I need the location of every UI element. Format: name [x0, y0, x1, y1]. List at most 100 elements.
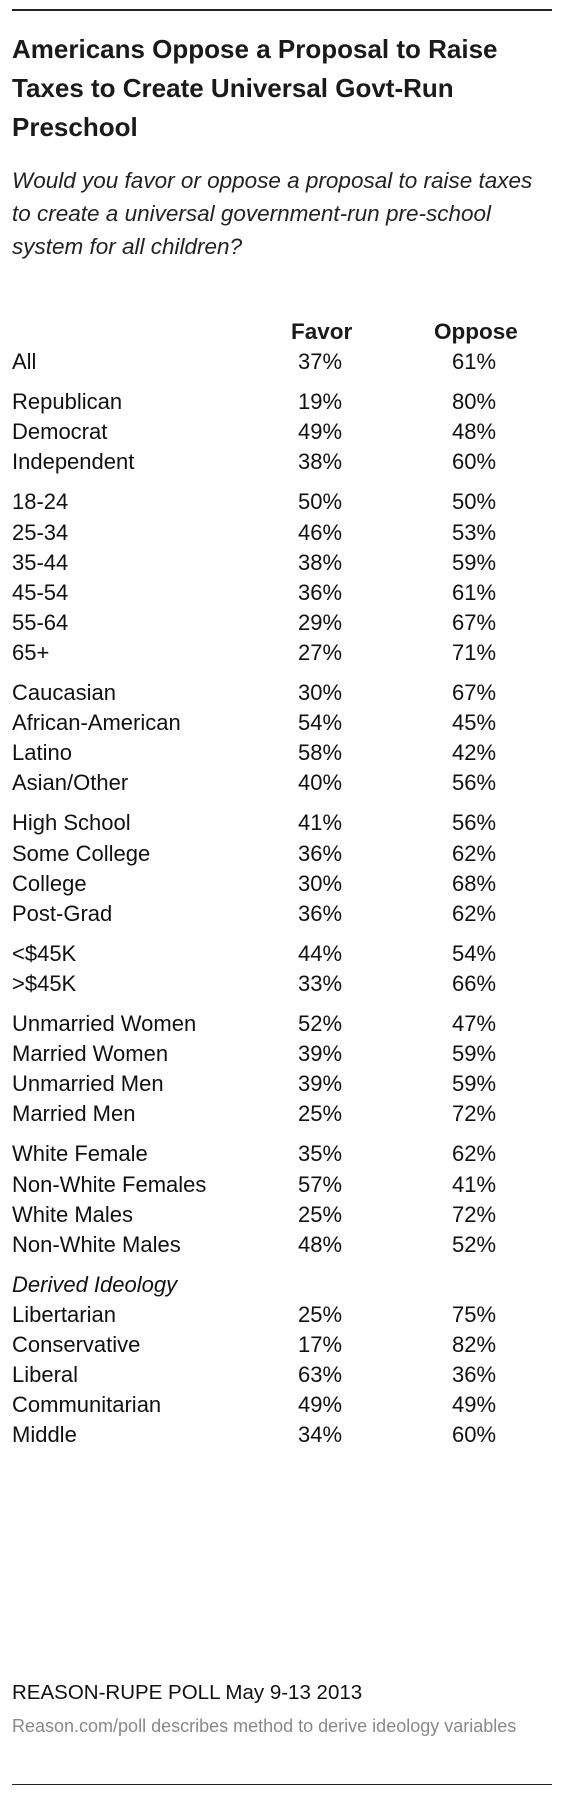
row-label: Democrat — [12, 419, 108, 445]
oppose-value: 53% — [452, 519, 497, 545]
table-row: Married Men 25% 72% — [0, 1098, 561, 1130]
oppose-value: 45% — [452, 710, 497, 736]
row-label: Libertarian — [12, 1301, 116, 1327]
row-label: Liberal — [12, 1362, 79, 1388]
table-row: Married Women 39% 59% — [0, 1038, 561, 1070]
table-row: Middle 34% 60% — [0, 1419, 561, 1451]
favor-value: 49% — [298, 419, 343, 445]
oppose-value: 49% — [452, 1392, 497, 1418]
table-row: Some College 36% 62% — [0, 838, 561, 870]
oppose-value: 75% — [452, 1301, 497, 1327]
favor-value: 33% — [298, 970, 343, 996]
table-row: 35-44 38% 59% — [0, 547, 561, 579]
table-row: Unmarried Men 39% 59% — [0, 1068, 561, 1100]
poll-table-body: All 37% 61% Republican 19% 80% Democrat 49% 48% I… — [0, 349, 561, 1451]
favor-value: 27% — [298, 639, 343, 665]
oppose-value: 60% — [452, 449, 497, 475]
row-label: 25-34 — [12, 519, 69, 545]
row-label: <$45K — [12, 940, 77, 966]
favor-value: 63% — [298, 1362, 343, 1388]
table-row: 65+ 27% 71% — [0, 637, 561, 669]
oppose-value: 50% — [452, 489, 497, 515]
methodology-note: Reason.com/poll describes method to deri… — [12, 1716, 517, 1736]
row-label: Independent — [12, 449, 135, 475]
oppose-value: 59% — [452, 1041, 497, 1067]
table-row: Democrat 49% 48% — [0, 416, 561, 448]
table-row: Caucasian 30% 67% — [0, 677, 561, 709]
favor-value: 57% — [298, 1171, 343, 1197]
oppose-value: 47% — [452, 1011, 497, 1036]
oppose-value: 56% — [452, 810, 497, 836]
row-label: All — [12, 349, 37, 374]
source-line: REASON-RUPE POLL May 9-13 2013 — [12, 1681, 363, 1704]
table-row: White Males 25% 72% — [0, 1199, 561, 1231]
table-row: Non-White Males 48% 52% — [0, 1229, 561, 1261]
row-label: Married Men — [12, 1101, 136, 1127]
oppose-value: 80% — [452, 389, 497, 415]
favor-value: 49% — [298, 1392, 343, 1418]
favor-value: 41% — [298, 810, 343, 836]
oppose-value: 72% — [452, 1201, 497, 1227]
favor-value: 29% — [298, 609, 343, 635]
table-row: Non-White Females 57% 41% — [0, 1169, 561, 1201]
oppose-value: 59% — [452, 549, 497, 575]
favor-value: 30% — [298, 680, 343, 705]
row-label: 65+ — [12, 639, 50, 665]
table-row: Republican 19% 80% — [0, 386, 561, 418]
oppose-value: 56% — [452, 770, 497, 796]
oppose-value: 62% — [452, 900, 497, 926]
table-row: White Female 35% 62% — [0, 1138, 561, 1170]
row-label: Non-White Males — [12, 1231, 181, 1257]
row-label: 18-24 — [12, 489, 69, 515]
column-header-oppose: Oppose — [434, 319, 518, 344]
oppose-value: 67% — [452, 609, 497, 635]
oppose-value: 59% — [452, 1071, 497, 1097]
table-row: Libertarian 25% 75% — [0, 1299, 561, 1331]
table-row: College 30% 68% — [0, 868, 561, 900]
row-label: 35-44 — [12, 549, 69, 575]
favor-value: 25% — [298, 1101, 343, 1127]
row-label: Unmarried Women — [12, 1011, 197, 1036]
favor-value: 38% — [298, 449, 343, 475]
row-label: >$45K — [12, 970, 77, 996]
chart-subtitle: Would you favor or oppose a proposal to … — [12, 168, 533, 259]
favor-value: 38% — [298, 549, 343, 575]
oppose-value: 41% — [452, 1171, 497, 1197]
table-row: Liberal 63% 36% — [0, 1359, 561, 1391]
favor-value: 25% — [298, 1201, 343, 1227]
row-label: Middle — [12, 1422, 77, 1448]
favor-value: 25% — [298, 1301, 343, 1327]
row-label: Married Women — [12, 1041, 169, 1067]
row-label: 55-64 — [12, 609, 69, 635]
oppose-value: 60% — [452, 1422, 497, 1448]
table-row: >$45K 33% 66% — [0, 968, 561, 1000]
row-label: Latino — [12, 740, 72, 766]
row-label: Asian/Other — [12, 770, 129, 796]
favor-value: 19% — [298, 389, 343, 415]
favor-value: 17% — [298, 1332, 343, 1357]
favor-value: 39% — [298, 1071, 343, 1097]
favor-value: 50% — [298, 489, 343, 515]
table-row: African-American 54% 45% — [0, 707, 561, 739]
oppose-value: 71% — [452, 639, 497, 665]
table-row: 55-64 29% 67% — [0, 607, 561, 639]
favor-value: 34% — [298, 1422, 343, 1448]
oppose-value: 62% — [452, 840, 497, 866]
table-row: Independent 38% 60% — [0, 446, 561, 478]
favor-value: 58% — [298, 740, 343, 766]
table-row: 18-24 50% 50% — [0, 486, 561, 518]
favor-value: 36% — [298, 579, 343, 605]
oppose-value: 72% — [452, 1101, 497, 1127]
row-label: Communitarian — [12, 1392, 162, 1418]
favor-value: 37% — [298, 349, 343, 374]
oppose-value: 48% — [452, 419, 497, 445]
favor-value: 44% — [298, 940, 343, 966]
oppose-value: 54% — [452, 940, 497, 966]
column-header-favor: Favor — [291, 319, 353, 344]
favor-value: 54% — [298, 710, 343, 736]
table-row: Asian/Other 40% 56% — [0, 767, 561, 799]
favor-value: 35% — [298, 1141, 343, 1167]
row-label: Unmarried Men — [12, 1071, 164, 1097]
oppose-value: 66% — [452, 970, 497, 996]
row-label: White Males — [12, 1201, 134, 1227]
